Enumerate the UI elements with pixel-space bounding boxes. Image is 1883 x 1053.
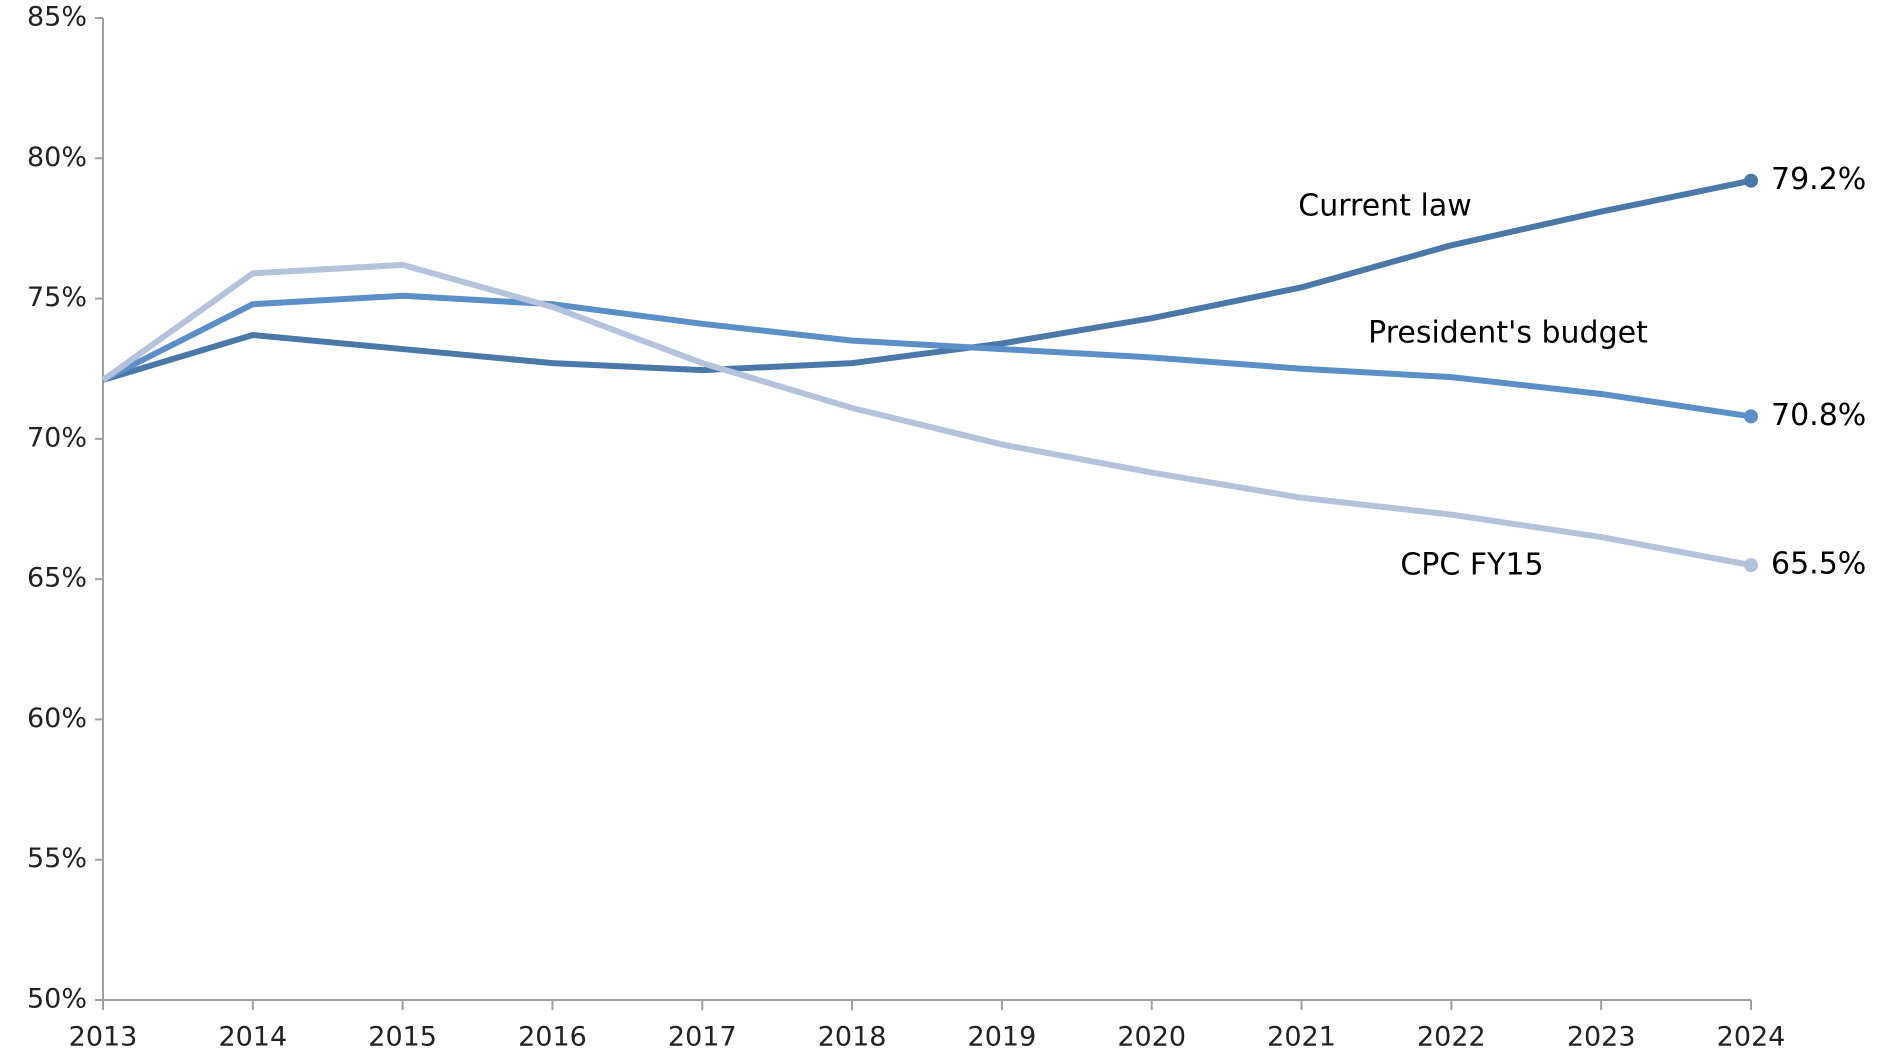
- x-tick-label: 2019: [968, 1022, 1037, 1053]
- value-label: 70.8%: [1771, 398, 1866, 433]
- value-label: 65.5%: [1771, 547, 1866, 582]
- x-tick-label: 2017: [668, 1022, 737, 1053]
- y-tick-label: 80%: [27, 142, 87, 173]
- series-name: President's budget: [1368, 316, 1648, 351]
- y-tick-label: 50%: [27, 984, 87, 1015]
- y-tick-label: 60%: [27, 703, 87, 734]
- x-tick-label: 2018: [818, 1022, 887, 1053]
- x-tick-label: 2015: [368, 1022, 437, 1053]
- end-point: [1744, 558, 1758, 573]
- series-line: [101, 292, 1752, 420]
- x-tick-label: 2016: [518, 1022, 587, 1053]
- x-tick-label: 2023: [1567, 1022, 1636, 1053]
- y-tick-label: 75%: [27, 282, 87, 313]
- y-tick-label: 70%: [27, 422, 87, 453]
- series-line: [101, 261, 1752, 569]
- value-label: 79.2%: [1771, 162, 1866, 197]
- series-name: Current law: [1298, 189, 1471, 224]
- series-name: CPC FY15: [1400, 548, 1543, 583]
- x-tick-label: 2020: [1117, 1022, 1186, 1053]
- y-tick-label: 55%: [27, 843, 87, 874]
- series-line: [102, 177, 1752, 383]
- end-point: [1744, 173, 1758, 188]
- y-tick-label: 85%: [27, 2, 87, 33]
- x-tick-label: 2022: [1417, 1022, 1486, 1053]
- x-tick-label: 2021: [1267, 1022, 1336, 1053]
- x-tick-label: 2024: [1717, 1022, 1786, 1053]
- y-tick-label: 65%: [27, 563, 87, 594]
- x-tick-label: 2013: [69, 1022, 138, 1053]
- end-point: [1744, 409, 1758, 424]
- x-tick-label: 2014: [218, 1022, 287, 1053]
